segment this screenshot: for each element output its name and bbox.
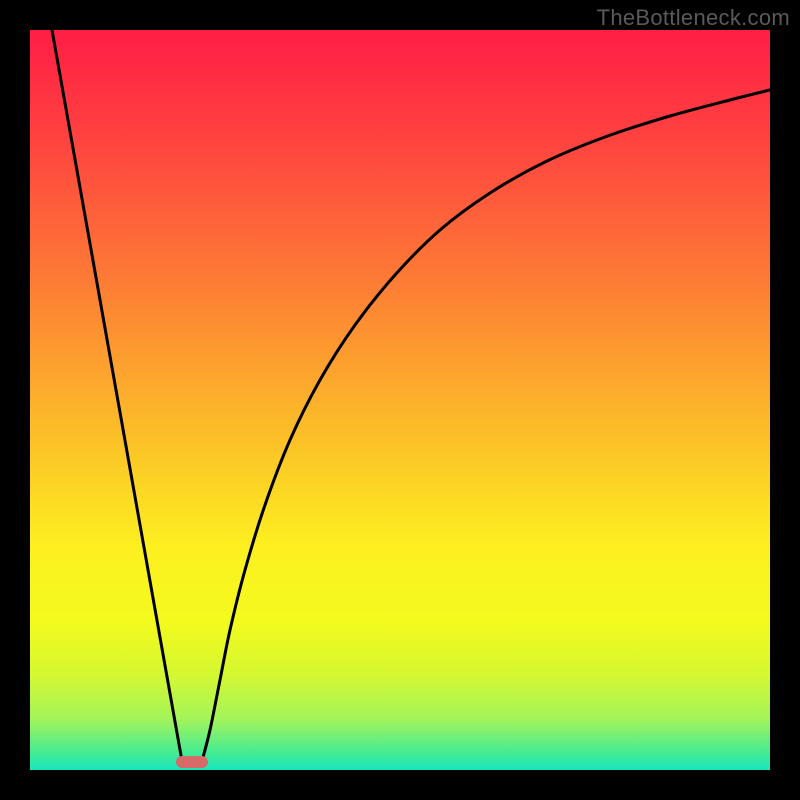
bottleneck-chart <box>0 0 800 800</box>
marker-group <box>176 756 208 768</box>
plot-background <box>30 30 770 770</box>
minimum-marker <box>176 756 208 768</box>
chart-container: TheBottleneck.com <box>0 0 800 800</box>
watermark-text: TheBottleneck.com <box>597 5 790 31</box>
